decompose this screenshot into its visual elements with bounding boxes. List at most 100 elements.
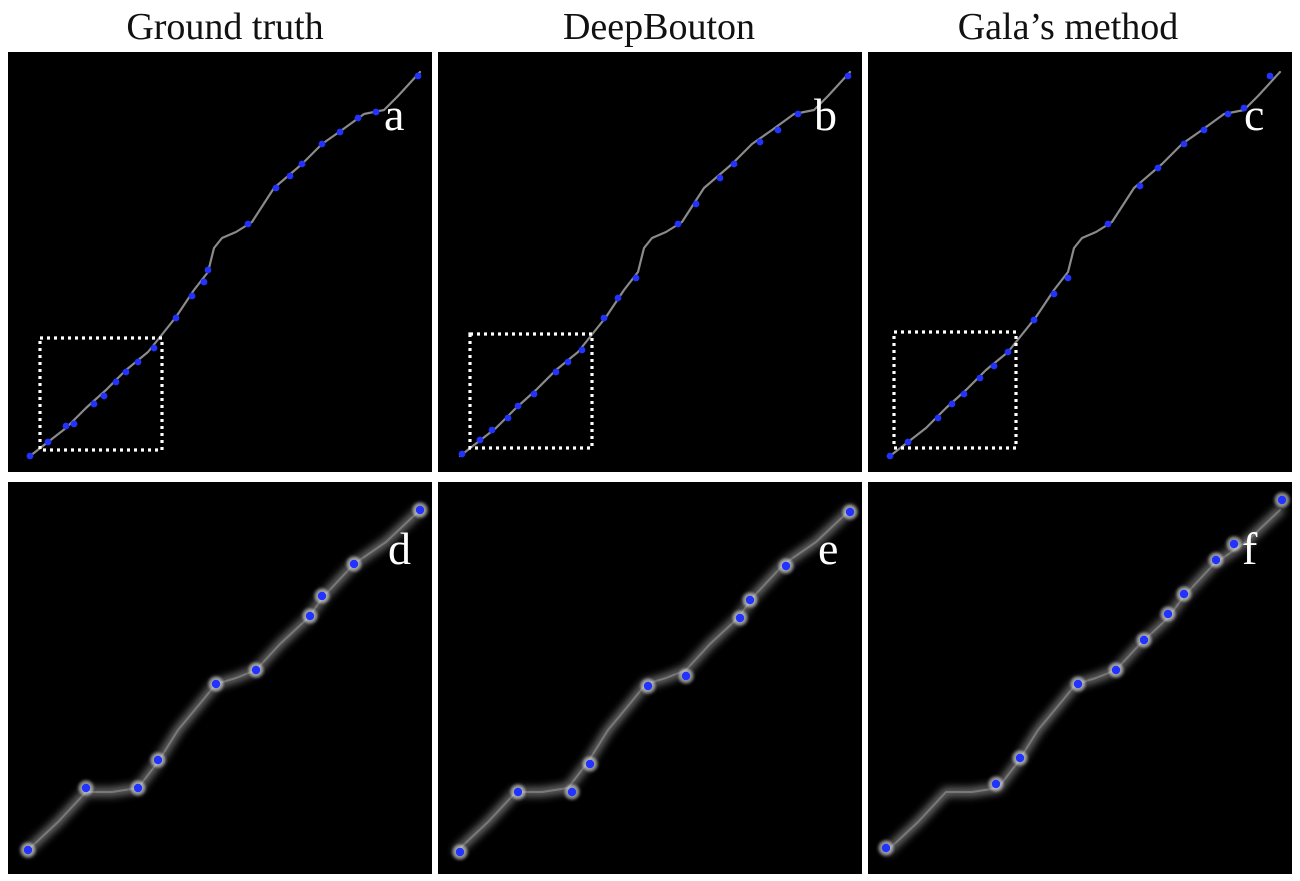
overview-image-c (886, 70, 1282, 460)
bouton-marker (1073, 679, 1083, 689)
bouton-marker (1004, 348, 1012, 356)
column-title-ground-truth: Ground truth (126, 6, 324, 48)
panel-label-d: d (388, 523, 411, 574)
axon-trace (28, 70, 422, 458)
bouton-marker (730, 160, 738, 168)
panel-label-a: a (384, 89, 405, 140)
bouton-marker (1229, 539, 1239, 549)
axon-trace (888, 70, 1282, 458)
bouton-marker (188, 292, 196, 300)
bouton-marker (455, 847, 465, 857)
bouton-marker (318, 140, 326, 148)
bouton-marker (62, 422, 70, 430)
bouton-marker (458, 450, 466, 458)
bouton-marker (354, 114, 362, 122)
bouton-marker (100, 392, 108, 400)
bouton-marker (251, 665, 261, 675)
bouton-marker (614, 294, 622, 302)
panel-f: f (868, 482, 1292, 874)
bouton-marker (70, 420, 78, 428)
zoom-image-e (449, 501, 861, 863)
bouton-marker (674, 220, 682, 228)
column-title-gala-method: Gala’s method (957, 6, 1179, 48)
zoom-region-box (468, 332, 594, 450)
bouton-marker (1136, 182, 1144, 190)
bouton-marker (1064, 274, 1072, 282)
bouton-marker (564, 358, 572, 366)
bouton-marker (991, 779, 1001, 789)
bouton-marker (112, 378, 120, 386)
bouton-marker (585, 759, 595, 769)
bouton-marker (1154, 164, 1162, 172)
bouton-marker (372, 108, 380, 116)
panel-a: a (8, 52, 432, 472)
bouton-marker (845, 507, 855, 517)
bouton-marker (200, 278, 208, 286)
bouton-marker (781, 561, 791, 571)
bouton-marker (513, 787, 523, 797)
bouton-marker (1139, 635, 1149, 645)
bouton-marker (26, 452, 34, 460)
bouton-marker (1240, 104, 1248, 112)
bouton-marker (81, 783, 91, 793)
bouton-marker (794, 110, 802, 118)
bouton-marker (272, 184, 280, 192)
bouton-marker (317, 591, 327, 601)
bouton-marker (415, 505, 425, 515)
bouton-marker (153, 755, 163, 765)
bouton-marker (745, 595, 755, 605)
panel-label-e: e (818, 523, 839, 574)
bouton-marker (1179, 589, 1189, 599)
bouton-marker (488, 426, 496, 434)
column-title-deepbouton: DeepBouton (562, 6, 756, 48)
bouton-marker (960, 390, 968, 398)
bouton-marker (134, 358, 142, 366)
bouton-marker (1104, 220, 1112, 228)
bouton-marker (643, 681, 653, 691)
bouton-marker (1050, 290, 1058, 298)
bouton-marker (122, 368, 130, 376)
bouton-marker (1277, 495, 1287, 505)
panel-d: d (8, 482, 432, 874)
bouton-marker (286, 172, 294, 180)
bouton-marker (133, 783, 143, 793)
zoom-region-box (892, 330, 1018, 450)
panel-label-b: b (814, 89, 837, 140)
bouton-marker (1211, 555, 1221, 565)
bouton-marker (336, 128, 344, 136)
bouton-marker (844, 72, 852, 80)
bouton-marker (1180, 140, 1188, 148)
bouton-marker (976, 374, 984, 382)
bouton-marker (716, 174, 724, 182)
bouton-marker (567, 787, 577, 797)
bouton-marker (578, 346, 586, 354)
panel-c: c (868, 52, 1292, 472)
panel-e: e (438, 482, 862, 874)
bouton-marker (990, 362, 998, 370)
bouton-marker (1111, 665, 1121, 675)
bouton-marker (681, 671, 691, 681)
bouton-marker (414, 72, 422, 80)
bouton-marker (298, 160, 306, 168)
bouton-marker (1030, 316, 1038, 324)
bouton-marker (305, 611, 315, 621)
bouton-marker (552, 368, 560, 376)
bouton-marker (948, 400, 956, 408)
bouton-marker (1015, 753, 1025, 763)
bouton-marker (632, 274, 640, 282)
bouton-marker (514, 402, 522, 410)
bouton-marker (881, 843, 891, 853)
bouton-marker (530, 390, 538, 398)
bouton-marker (244, 220, 252, 228)
panel-label-f: f (1242, 523, 1258, 574)
bouton-marker (756, 138, 764, 146)
bouton-marker (904, 438, 912, 446)
bouton-marker (1200, 126, 1208, 134)
bouton-marker (150, 344, 158, 352)
bouton-marker (934, 414, 942, 422)
bouton-marker (600, 314, 608, 322)
panel-b: b (438, 52, 862, 472)
bouton-marker (476, 436, 484, 444)
bouton-marker (1163, 609, 1173, 619)
bouton-marker (349, 559, 359, 569)
